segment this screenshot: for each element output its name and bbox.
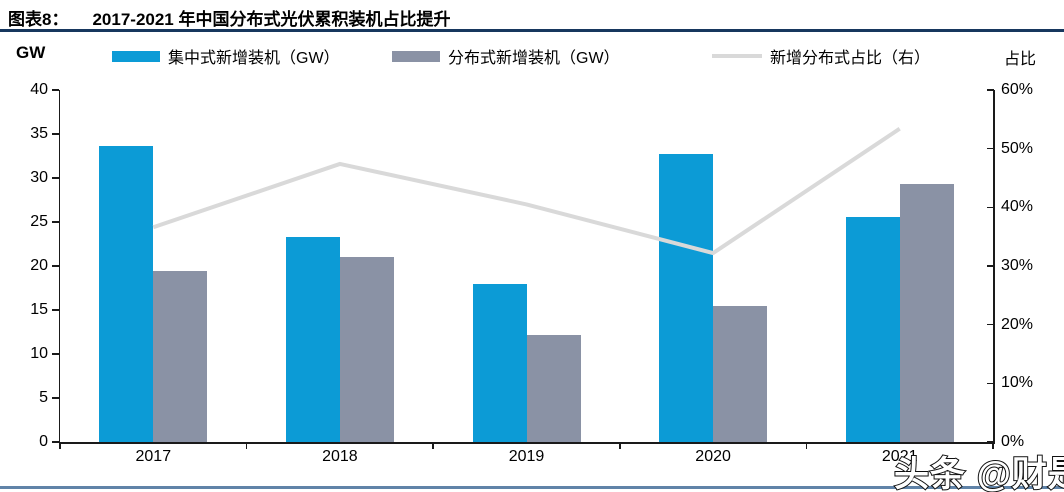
left-axis-tick: [52, 221, 59, 223]
legend-label-ratio: 新增分布式占比（右）: [770, 50, 931, 67]
bar-distributed-2021: [899, 184, 954, 442]
legend-swatch-centralized-bar: [112, 50, 160, 62]
left-axis-tick-label: 25: [30, 213, 48, 230]
left-axis-unit-label: GW: [16, 43, 46, 62]
left-axis-tick-label: 20: [30, 257, 48, 274]
bottom-divider: [0, 486, 1064, 489]
bar-centralized-2021: [845, 216, 900, 442]
left-axis-tick-label: 0: [39, 433, 48, 450]
right-axis-tick-label: 20%: [1001, 315, 1034, 333]
x-axis-tick: [59, 442, 61, 449]
x-axis-category-label: 2019: [508, 448, 545, 465]
right-axis-tick: [987, 441, 994, 443]
right-axis-tick: [987, 265, 994, 267]
x-axis-tick: [245, 442, 248, 449]
figure-label: 图表8：: [8, 10, 69, 29]
x-axis-tick: [432, 442, 434, 449]
page-title: 2017-2021 年中国分布式光伏累积装机占比提升: [92, 10, 451, 29]
legend-item-centralized: 集中式新增装机（GW）: [112, 44, 340, 68]
right-axis-tick: [987, 323, 994, 326]
left-axis-tick: [52, 397, 59, 399]
left-axis-tick-label: 40: [30, 81, 48, 98]
legend-swatch-ratio-line: [712, 54, 762, 58]
left-axis-tick-label: 30: [30, 169, 48, 186]
left-axis-tick-label: 35: [30, 125, 48, 142]
x-axis-tick: [619, 442, 621, 449]
legend-item-distributed: 分布式新增装机（GW）: [392, 44, 620, 68]
x-axis-category-label: 2020: [695, 448, 731, 465]
x-axis-line: [58, 442, 995, 444]
left-axis-tick: [52, 265, 59, 267]
bar-distributed-2017: [153, 271, 208, 442]
right-axis-tick: [987, 206, 994, 209]
right-axis-tick-label: 40%: [1001, 198, 1034, 216]
title-divider: [0, 29, 1064, 32]
x-axis-tick: [992, 442, 994, 449]
right-axis-tick-label: 30%: [1001, 257, 1034, 274]
bar-centralized-2020: [659, 154, 714, 442]
right-axis-tick-label: 50%: [1001, 139, 1034, 157]
right-axis-tick-label: 60%: [1001, 81, 1034, 98]
bar-centralized-2018: [285, 236, 340, 442]
watermark: 头条 @财是: [893, 454, 1064, 492]
right-axis-tick: [987, 147, 994, 150]
bar-distributed-2020: [713, 305, 768, 442]
left-axis-tick: [52, 177, 59, 179]
right-axis-tick-label: 10%: [1001, 374, 1034, 392]
right-axis-tick: [987, 89, 994, 91]
legend-item-ratio-line: 新增分布式占比（右）: [712, 44, 930, 68]
left-axis-tick: [52, 133, 59, 135]
x-axis-category-label: 2017: [135, 448, 172, 465]
x-axis-category-label: 2018: [322, 448, 358, 465]
left-axis-tick-label: 10: [30, 345, 48, 362]
right-axis-tick-label: 0%: [1001, 433, 1025, 450]
left-axis-tick-label: 15: [30, 301, 48, 318]
left-axis-tick: [52, 353, 59, 355]
legend-label-centralized: 集中式新增装机（GW）: [168, 50, 340, 67]
left-axis-tick-label: 5: [39, 389, 48, 406]
left-axis-line: [58, 90, 60, 442]
bar-distributed-2018: [339, 257, 394, 442]
right-axis-tick: [987, 382, 994, 385]
left-axis-tick: [52, 441, 59, 443]
x-axis-category-label: 2021: [881, 448, 918, 465]
x-axis-tick: [805, 442, 808, 449]
legend-label-distributed: 分布式新增装机（GW）: [448, 50, 620, 67]
bar-distributed-2019: [526, 334, 581, 442]
right-axis-unit-label: 占比: [1004, 51, 1037, 68]
left-axis-tick: [52, 89, 59, 91]
left-axis-tick: [52, 309, 59, 311]
bar-centralized-2017: [99, 146, 154, 442]
bar-centralized-2019: [472, 284, 527, 442]
ratio-line: [152, 127, 901, 256]
figure-header: 图表8： 2017-2021 年中国分布式光伏累积装机占比提升: [8, 5, 451, 30]
legend-swatch-distributed-bar: [392, 50, 440, 62]
